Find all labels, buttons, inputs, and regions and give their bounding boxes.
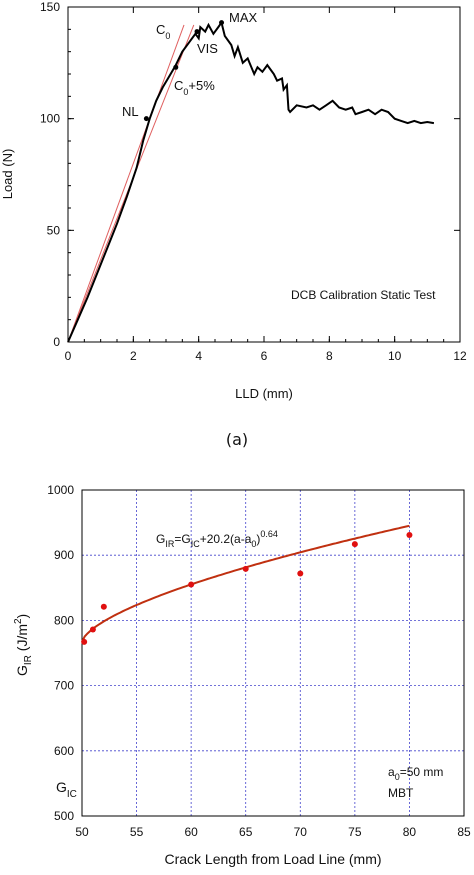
x-tick-label: 50: [75, 825, 89, 839]
data-point: [297, 570, 304, 577]
label-method: MBT: [388, 786, 414, 800]
y-tick-label: 900: [54, 548, 74, 562]
x-tick-label: 12: [453, 349, 467, 363]
chart-b-ylabel: GIR (J/m2): [13, 614, 34, 676]
chart-b: 50 55 60 65 70 75 80 85 500 600 700 800 900 1000 Crac…: [13, 483, 471, 867]
x-tick-label: 60: [184, 825, 198, 839]
label-c0: C0: [156, 22, 170, 41]
x-tick-label: 55: [130, 825, 144, 839]
chart-a-markers: [143, 20, 225, 122]
y-tick-label: 500: [54, 809, 74, 823]
chart-a-ylabel: Load (N): [0, 149, 15, 200]
label-c0-5pct: C0+5%: [174, 78, 215, 97]
marker-point: [173, 64, 179, 70]
x-tick-label: 8: [326, 349, 333, 363]
x-tick-label: 85: [457, 825, 471, 839]
data-point: [81, 638, 88, 645]
data-point: [188, 581, 195, 588]
x-tick-label: 80: [403, 825, 417, 839]
data-point: [89, 626, 96, 633]
y-tick-label: 600: [54, 744, 74, 758]
label-max: MAX: [229, 10, 258, 25]
chart-b-ticks: 50 55 60 65 70 75 80 85 500 600 700 800 900 1000: [47, 483, 471, 839]
marker-point: [143, 116, 149, 122]
load-curve: [67, 20, 435, 343]
data-point: [242, 565, 249, 572]
chart-a-ticks: 0 2 4 6 8 10 12 0 50 100 150: [40, 0, 467, 363]
label-a0: a0=50 mm: [388, 765, 443, 782]
chart-b-points: [81, 531, 413, 645]
x-tick-label: 6: [261, 349, 268, 363]
data-point: [100, 603, 107, 610]
x-tick-label: 75: [348, 825, 362, 839]
x-tick-label: 70: [294, 825, 308, 839]
chart-b-frame: [81, 489, 465, 817]
y-tick-label: 700: [54, 679, 74, 693]
figure-caption-a: (a): [225, 430, 249, 449]
label-vis: VIS: [197, 41, 218, 56]
data-point: [406, 531, 413, 538]
data-point: [351, 541, 358, 548]
x-tick-label: 0: [65, 349, 72, 363]
x-tick-label: 10: [388, 349, 402, 363]
y-tick-label: 0: [53, 335, 60, 349]
chart-a: 0 2 4 6 8 10 12 0 50 100 150 LLD (mm) Load (N) DCB…: [0, 0, 467, 401]
reference-line: [67, 24, 185, 343]
label-gic: GIC: [56, 779, 77, 800]
x-tick-label: 2: [130, 349, 137, 363]
y-tick-label: 150: [40, 0, 60, 14]
chart-a-series: [67, 20, 435, 343]
marker-point: [219, 20, 225, 26]
chart-a-annotation: DCB Calibration Static Test: [291, 288, 436, 302]
y-tick-label: 100: [40, 112, 60, 126]
y-tick-label: 50: [47, 223, 61, 237]
chart-b-xlabel: Crack Length from Load Line (mm): [164, 851, 381, 867]
marker-point: [194, 29, 200, 35]
x-tick-label: 4: [195, 349, 202, 363]
label-nl: NL: [122, 104, 139, 119]
chart-a-xlabel: LLD (mm): [235, 386, 293, 401]
x-tick-label: 65: [239, 825, 253, 839]
y-tick-label: 1000: [47, 483, 74, 497]
fit-equation: GIR=GIC+20.2(a-a0)0.64: [156, 529, 278, 549]
y-tick-label: 800: [54, 613, 74, 627]
